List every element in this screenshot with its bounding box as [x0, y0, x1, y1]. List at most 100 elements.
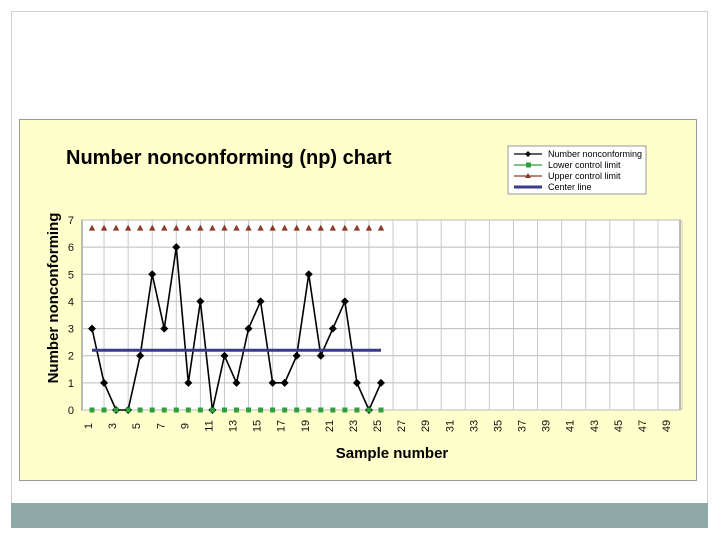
x-tick-label-4: 9 [179, 423, 191, 429]
series-layer [88, 224, 385, 414]
legend-label-1: Lower control limit [548, 160, 621, 170]
point-lcl-25 [378, 407, 384, 413]
point-ucl-11 [209, 224, 216, 231]
point-lcl-15 [258, 407, 264, 413]
y-tick-labels: 0 1 2 3 4 5 6 7 [68, 215, 74, 417]
point-lcl-21 [330, 407, 336, 413]
point-lcl-17 [282, 407, 288, 413]
point-nonconforming-21 [328, 324, 337, 333]
x-tick-label-2: 5 [131, 423, 143, 429]
x-tick-label-21: 43 [589, 420, 601, 432]
point-nonconforming-20 [316, 351, 325, 360]
y-tick-label-5: 5 [68, 269, 74, 281]
point-nonconforming-13 [232, 378, 241, 387]
point-lcl-5 [137, 407, 143, 413]
x-tick-label-18: 37 [517, 420, 529, 432]
point-nonconforming-14 [244, 324, 253, 333]
x-axis-title: Sample number [336, 445, 449, 462]
point-ucl-21 [329, 224, 337, 231]
x-tick-label-3: 7 [155, 423, 167, 429]
point-ucl-23 [353, 224, 361, 231]
x-tick-label-13: 27 [396, 420, 408, 432]
point-ucl-22 [341, 224, 349, 231]
point-lcl-20 [318, 407, 324, 413]
point-lcl-24 [366, 407, 372, 413]
point-nonconforming-10 [196, 297, 205, 306]
y-tick-label-1: 1 [68, 378, 74, 390]
point-ucl-16 [269, 224, 276, 231]
point-nonconforming-25 [377, 378, 385, 387]
point-nonconforming-17 [280, 378, 289, 387]
point-nonconforming-16 [268, 378, 277, 387]
x-tick-label-23: 47 [637, 420, 649, 432]
x-tick-label-15: 31 [444, 420, 456, 432]
point-nonconforming-1 [88, 324, 96, 333]
point-ucl-17 [281, 224, 288, 231]
point-lcl-14 [246, 407, 252, 413]
point-lcl-22 [342, 407, 348, 413]
legend-marker-0 [525, 151, 531, 157]
point-ucl-2 [100, 224, 108, 231]
x-tick-label-6: 13 [228, 420, 240, 432]
point-ucl-10 [197, 224, 204, 231]
point-nonconforming-2 [100, 378, 109, 387]
legend-marker-2 [525, 173, 531, 178]
point-ucl-20 [317, 224, 324, 231]
point-ucl-9 [185, 224, 192, 231]
point-nonconforming-19 [304, 270, 313, 279]
point-nonconforming-7 [160, 324, 169, 333]
y-tick-label-4: 4 [68, 296, 74, 308]
point-lcl-16 [270, 407, 276, 413]
x-tick-label-16: 33 [468, 420, 480, 432]
x-tick-labels: 1 3 5 7 9 11 13 15 17 19 21 23 25 27 29 31 33 35 37 39 41 43 4… [83, 420, 673, 432]
point-nonconforming-9 [184, 378, 193, 387]
point-nonconforming-8 [172, 243, 181, 252]
point-nonconforming-15 [256, 297, 265, 306]
x-tick-label-0: 1 [83, 423, 95, 429]
y-tick-label-2: 2 [68, 351, 74, 363]
x-tick-label-14: 29 [420, 420, 432, 432]
legend-label-0: Number nonconforming [548, 149, 642, 159]
point-ucl-14 [245, 224, 252, 231]
footer-band [11, 503, 708, 528]
point-lcl-10 [197, 407, 203, 413]
point-nonconforming-22 [340, 297, 349, 306]
point-nonconforming-12 [220, 351, 229, 360]
grid [82, 219, 683, 411]
point-ucl-7 [161, 224, 168, 231]
x-tick-label-10: 21 [324, 420, 336, 432]
y-tick-label-3: 3 [68, 324, 74, 336]
x-tick-label-11: 23 [348, 420, 360, 432]
point-nonconforming-5 [136, 351, 145, 360]
x-tick-label-17: 35 [492, 420, 504, 432]
point-ucl-13 [233, 224, 240, 231]
x-tick-label-8: 17 [276, 420, 288, 432]
chart-panel: Number nonconforming (np) chart Sample n… [19, 119, 697, 481]
point-ucl-8 [173, 224, 180, 231]
point-lcl-19 [306, 407, 312, 413]
x-tick-label-20: 41 [565, 420, 577, 432]
x-tick-label-7: 15 [252, 420, 264, 432]
np-chart: Number nonconforming (np) chart Sample n… [45, 145, 683, 462]
point-ucl-3 [112, 224, 120, 231]
point-lcl-4 [125, 407, 131, 413]
point-lcl-6 [149, 407, 155, 413]
y-tick-label-7: 7 [68, 215, 74, 227]
point-nonconforming-23 [352, 378, 361, 387]
point-lcl-9 [185, 407, 191, 413]
point-lcl-23 [354, 407, 360, 413]
point-ucl-18 [293, 224, 300, 231]
point-lcl-12 [221, 407, 227, 413]
point-ucl-4 [124, 224, 132, 231]
point-ucl-1 [88, 224, 96, 231]
x-tick-label-9: 19 [300, 420, 312, 432]
point-ucl-12 [221, 224, 228, 231]
point-lcl-11 [209, 407, 215, 413]
legend-label-3: Center line [548, 182, 592, 192]
point-ucl-19 [305, 224, 312, 231]
point-lcl-7 [161, 407, 167, 413]
point-lcl-13 [234, 407, 239, 413]
x-tick-label-19: 39 [541, 420, 553, 432]
point-lcl-2 [101, 407, 107, 413]
